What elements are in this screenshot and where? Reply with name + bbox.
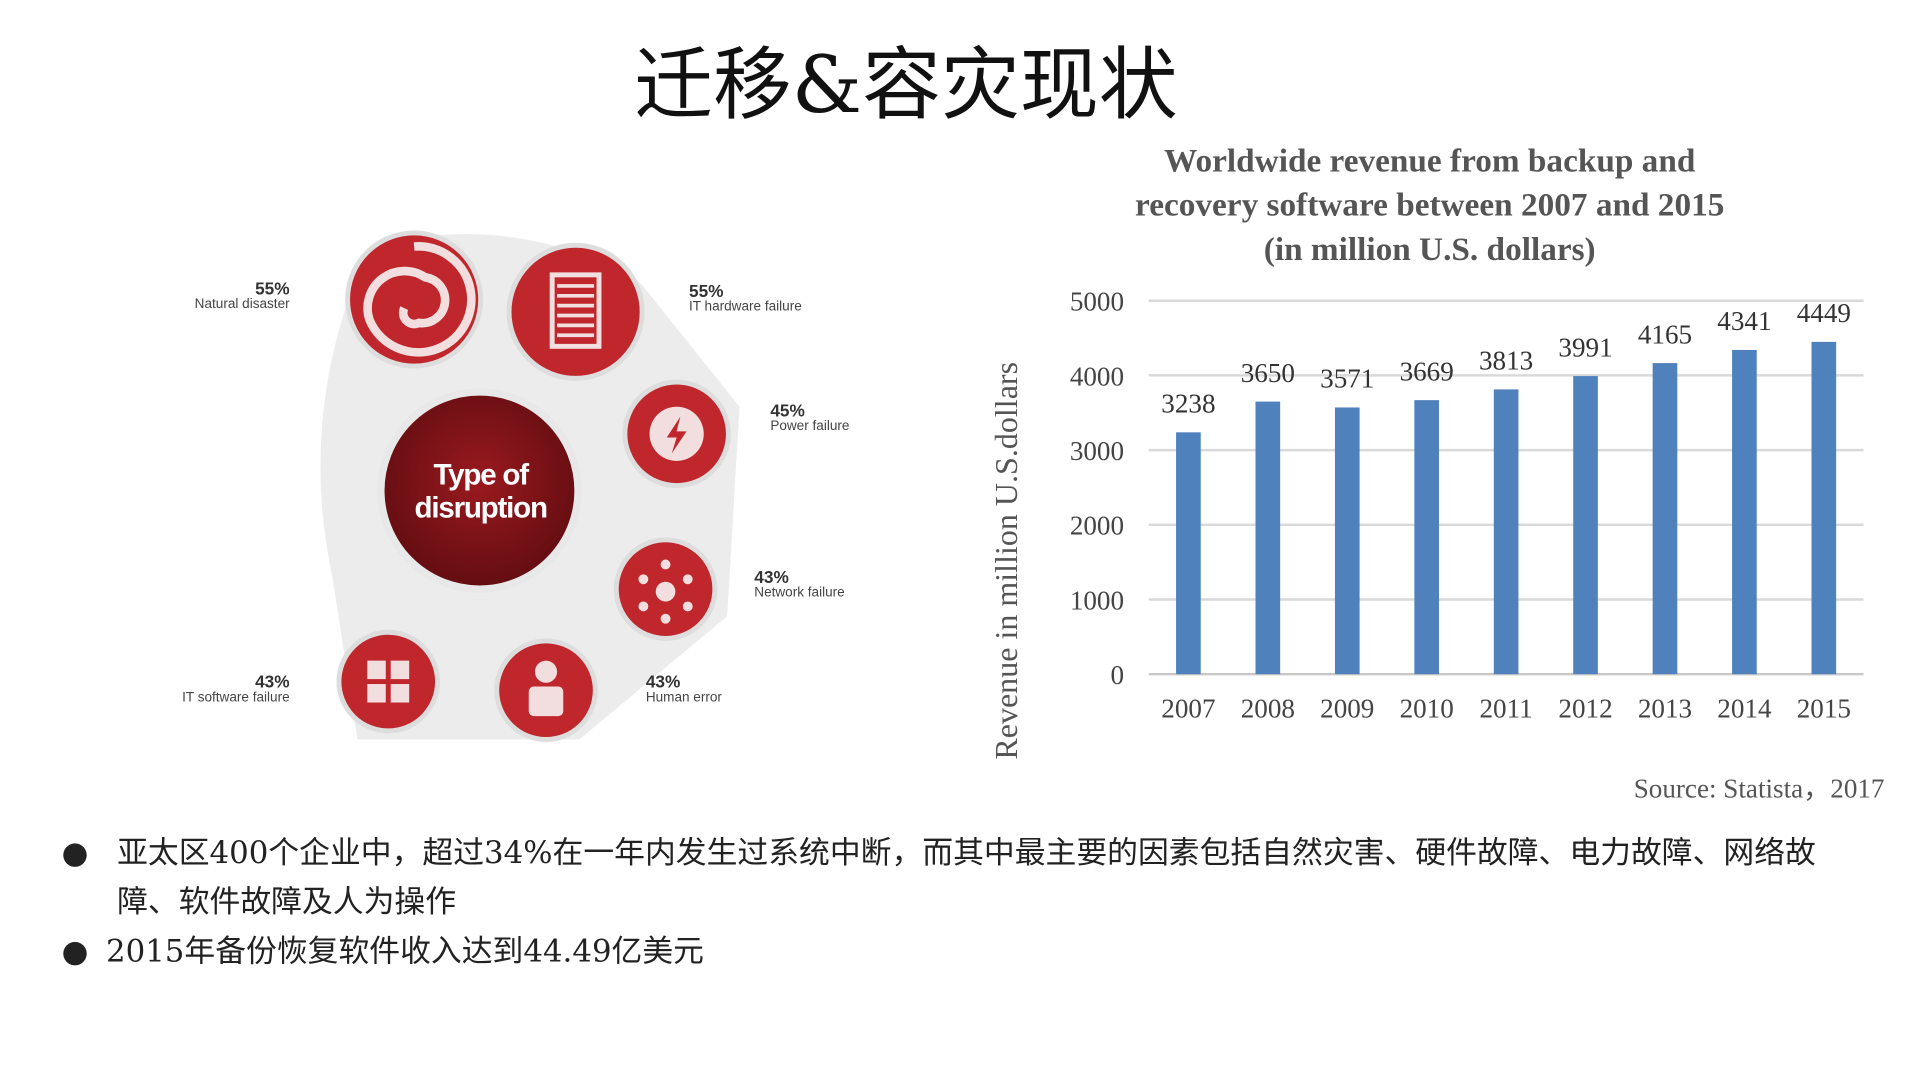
lightning-icon bbox=[622, 379, 731, 489]
data-label: 3813 bbox=[1479, 346, 1533, 376]
chart-title-line1: Worldwide revenue from backup and bbox=[1164, 141, 1696, 179]
data-label: 3991 bbox=[1558, 332, 1612, 362]
x-tick-label: 2014 bbox=[1717, 693, 1772, 723]
center-label-line2: disruption bbox=[414, 491, 549, 526]
label-network-failure: 43% Network failure bbox=[754, 566, 845, 601]
data-label: 4341 bbox=[1717, 306, 1771, 336]
data-label: 3669 bbox=[1400, 356, 1454, 386]
bar bbox=[1811, 341, 1837, 675]
data-label: 4449 bbox=[1797, 298, 1851, 328]
chart-title-line3: (in million U.S. dollars) bbox=[1263, 230, 1596, 268]
y-tick-label: 0 bbox=[1110, 660, 1124, 690]
y-axis-label: Revenue in million U.S.dollars bbox=[988, 362, 1024, 760]
y-tick-label: 2000 bbox=[1070, 511, 1124, 541]
bullet-item: ● 亚太区400个企业中，超过34%在一年内发生过系统中断，而其中最主要的因素包括… bbox=[62, 828, 1849, 927]
label-human-error: 43% Human error bbox=[645, 671, 722, 705]
y-tick-label: 3000 bbox=[1070, 436, 1124, 466]
server-icon bbox=[506, 242, 645, 381]
x-tick-label: 2011 bbox=[1480, 693, 1533, 723]
bar bbox=[1334, 407, 1360, 675]
bar bbox=[1493, 389, 1519, 675]
bar bbox=[1255, 401, 1281, 675]
bullet-item: ● 2015年备份恢复软件收入达到44.49亿美元 bbox=[62, 927, 1849, 976]
bullet-dot: ● bbox=[61, 933, 89, 969]
center-circle bbox=[377, 388, 582, 593]
x-tick-label: 2009 bbox=[1320, 693, 1374, 723]
bar bbox=[1652, 363, 1678, 675]
x-tick-label: 2012 bbox=[1558, 693, 1612, 723]
x-tick-label: 2010 bbox=[1400, 693, 1454, 723]
bullet-list: ● 亚太区400个企业中，超过34%在一年内发生过系统中断，而其中最主要的因素包括… bbox=[62, 828, 1849, 976]
bar bbox=[1732, 349, 1757, 675]
y-tick-label: 5000 bbox=[1070, 287, 1124, 317]
spiral-icon bbox=[345, 230, 484, 369]
slide-title: 迁移&容灾现状 bbox=[634, 40, 1178, 132]
y-tick-label: 1000 bbox=[1070, 585, 1124, 615]
bar bbox=[1414, 400, 1440, 675]
windows-icon bbox=[336, 629, 441, 734]
y-tick-label: 4000 bbox=[1070, 361, 1124, 391]
bullet-text: 亚太区400个企业中，超过34%在一年内发生过系统中断，而其中最主要的因素包括自… bbox=[117, 834, 1816, 920]
data-label: 3650 bbox=[1241, 358, 1295, 388]
label-natural-disaster: 55% Natural disaster bbox=[194, 278, 290, 312]
x-tick-label: 2007 bbox=[1161, 693, 1215, 723]
data-label: 3238 bbox=[1161, 389, 1215, 419]
person-icon bbox=[494, 638, 598, 742]
data-label: 4165 bbox=[1638, 319, 1692, 349]
label-power-failure: 45% Power failure bbox=[770, 400, 850, 434]
x-tick-label: 2008 bbox=[1241, 693, 1295, 723]
label-software-failure: 43% IT software failure bbox=[182, 671, 290, 705]
x-tick-label: 2015 bbox=[1797, 693, 1851, 723]
chart-source: Source: Statista，2017 bbox=[1633, 772, 1885, 804]
chart-title-line2: recovery software between 2007 and 2015 bbox=[1135, 186, 1725, 224]
data-label: 3571 bbox=[1320, 364, 1374, 394]
label-hardware-failure: 55% IT hardware failure bbox=[688, 281, 802, 315]
disruption-infographic: Type of disruption 55% Natural disaster 5… bbox=[123, 210, 912, 765]
infographic-graphic bbox=[320, 230, 740, 742]
bar bbox=[1176, 432, 1201, 675]
x-tick-label: 2013 bbox=[1638, 693, 1692, 723]
bullet-text: 2015年备份恢复软件收入达到44.49亿美元 bbox=[105, 933, 705, 969]
chart-title: Worldwide revenue from backup and recove… bbox=[1035, 138, 1824, 271]
revenue-bar-chart: 0 1000 2000 3000 4000 5000 3238 2007 3650 2008 357… bbox=[988, 287, 1864, 760]
network-icon bbox=[613, 537, 718, 641]
center-label-line1: Type of bbox=[433, 458, 529, 492]
bar bbox=[1573, 376, 1598, 675]
bullet-dot: ● bbox=[61, 834, 89, 871]
